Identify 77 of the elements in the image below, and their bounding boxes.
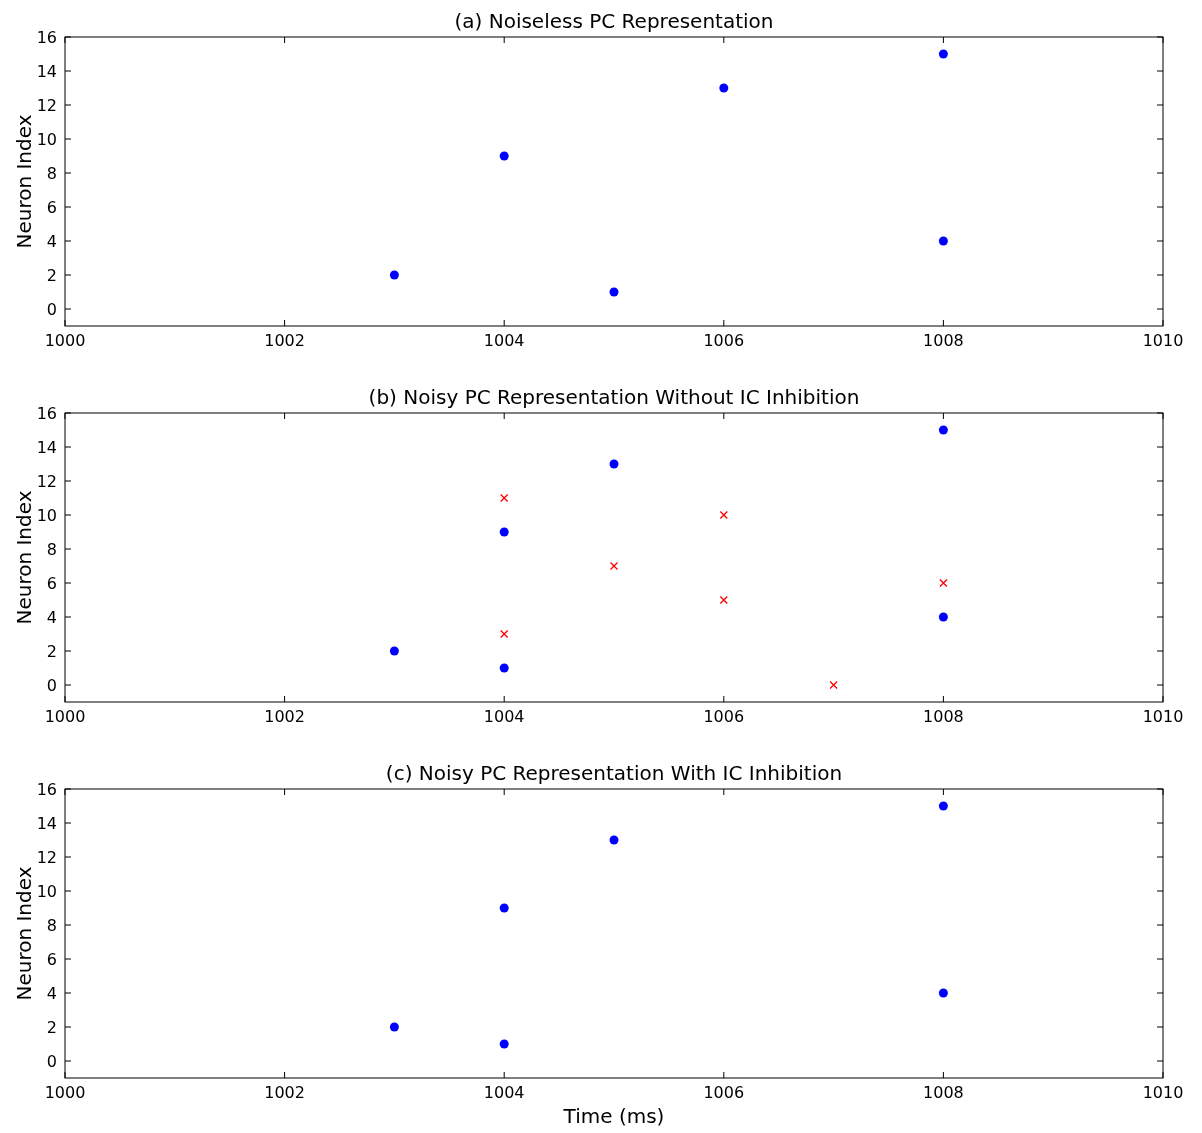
x-tick-label: 1008 xyxy=(923,1083,964,1102)
y-tick-label: 12 xyxy=(36,471,57,491)
x-tick-label: 1004 xyxy=(483,331,525,350)
y-tick-label: 10 xyxy=(36,505,57,525)
point xyxy=(609,287,619,297)
chart-title: (b) Noisy PC Representation Without IC Inhibition xyxy=(368,385,860,409)
y-tick-label: 10 xyxy=(36,129,57,149)
y-tick-label: 16 xyxy=(36,779,57,799)
y-tick-label: 0 xyxy=(46,675,57,695)
point xyxy=(499,1039,509,1049)
point xyxy=(389,270,399,280)
y-tick-label: 12 xyxy=(36,95,57,115)
chart-title: (a) Noiseless PC Representation xyxy=(454,9,774,33)
point xyxy=(938,236,948,246)
y-tick-label: 2 xyxy=(46,265,57,285)
y-tick-label: 14 xyxy=(36,437,57,457)
x-tick-label: 1006 xyxy=(703,1083,745,1102)
y-tick-label: 4 xyxy=(46,231,57,251)
point xyxy=(719,83,729,93)
x-tick-label: 1010 xyxy=(1142,1083,1184,1102)
x-tick-label: 1008 xyxy=(923,331,964,350)
x-axis-title: Time (ms) xyxy=(562,1104,665,1128)
y-tick-label: 2 xyxy=(46,1017,57,1037)
point xyxy=(938,801,948,811)
y-tick-label: 6 xyxy=(46,573,57,593)
point xyxy=(719,510,728,520)
x-tick-label: 1002 xyxy=(264,707,305,726)
x-tick-label: 1006 xyxy=(703,707,745,726)
y-tick-label: 8 xyxy=(46,915,57,935)
chart-title: (c) Noisy PC Representation With IC Inhibition xyxy=(385,761,843,785)
point xyxy=(389,1022,399,1032)
x-tick-label: 1000 xyxy=(44,331,86,350)
point xyxy=(939,578,948,588)
point xyxy=(500,493,509,503)
y-tick-label: 4 xyxy=(46,607,57,627)
point xyxy=(499,663,509,673)
point xyxy=(609,561,619,571)
y-tick-label: 10 xyxy=(36,881,57,901)
point xyxy=(829,680,838,690)
point xyxy=(938,49,948,59)
point xyxy=(609,835,619,845)
x-tick-label: 1008 xyxy=(923,707,964,726)
y-tick-label: 12 xyxy=(36,847,57,867)
y-tick-label: 16 xyxy=(36,403,57,423)
y-tick-label: 14 xyxy=(36,813,57,833)
x-tick-label: 1002 xyxy=(264,331,305,350)
y-tick-label: 4 xyxy=(46,983,57,1003)
point xyxy=(499,903,509,913)
y-tick-label: 2 xyxy=(46,641,57,661)
point xyxy=(500,629,509,639)
y-tick-label: 8 xyxy=(46,539,57,559)
point xyxy=(499,527,509,537)
y-tick-label: 6 xyxy=(46,197,57,217)
y-tick-label: 0 xyxy=(46,299,57,319)
y-axis-title: Neuron Index xyxy=(12,866,36,1001)
x-tick-label: 1002 xyxy=(264,1083,305,1102)
x-tick-label: 1006 xyxy=(703,331,745,350)
point xyxy=(609,459,619,469)
point xyxy=(938,612,948,622)
point xyxy=(938,425,948,435)
x-tick-label: 1010 xyxy=(1142,331,1184,350)
point xyxy=(389,646,399,656)
x-tick-label: 1000 xyxy=(44,1083,86,1102)
y-tick-label: 14 xyxy=(36,61,57,81)
x-tick-label: 1004 xyxy=(483,707,525,726)
point xyxy=(938,988,948,998)
y-tick-label: 0 xyxy=(46,1051,57,1071)
x-tick-label: 1010 xyxy=(1142,707,1184,726)
x-tick-label: 1004 xyxy=(483,1083,525,1102)
y-tick-label: 8 xyxy=(46,163,57,183)
y-axis-title: Neuron Index xyxy=(12,114,36,249)
y-tick-label: 6 xyxy=(46,949,57,969)
point xyxy=(719,595,728,605)
y-axis-title: Neuron Index xyxy=(12,490,36,625)
point xyxy=(499,151,509,161)
y-tick-label: 16 xyxy=(36,27,57,47)
x-tick-label: 1000 xyxy=(44,707,86,726)
